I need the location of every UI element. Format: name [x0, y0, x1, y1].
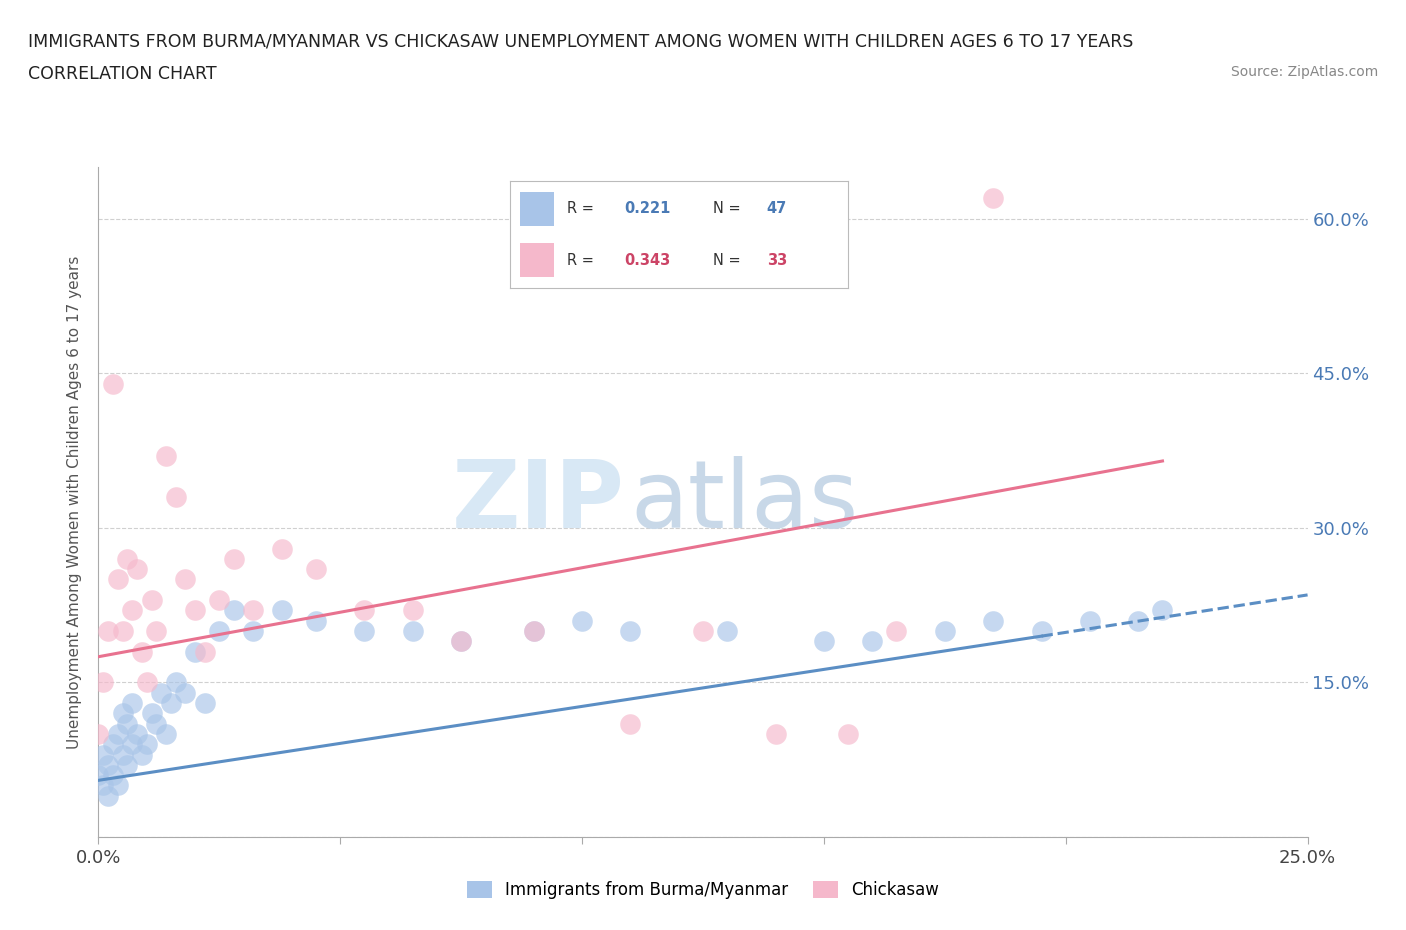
Point — [981, 613, 1004, 628]
Point — [523, 623, 546, 638]
Point — [813, 634, 835, 649]
Point — [194, 644, 217, 659]
Point — [97, 789, 120, 804]
Point — [402, 623, 425, 638]
Point — [150, 685, 173, 700]
Point — [165, 675, 187, 690]
Point — [135, 675, 157, 690]
Point — [131, 644, 153, 659]
Point — [87, 768, 110, 783]
Point — [692, 623, 714, 638]
Point — [571, 613, 593, 628]
Point — [523, 623, 546, 638]
Point — [111, 747, 134, 762]
Point — [860, 634, 883, 649]
Point — [353, 603, 375, 618]
Point — [619, 716, 641, 731]
Point — [111, 706, 134, 721]
Point — [184, 644, 207, 659]
Point — [117, 716, 139, 731]
Point — [619, 623, 641, 638]
Point — [155, 726, 177, 741]
Point — [353, 623, 375, 638]
Point — [135, 737, 157, 751]
Point — [222, 551, 245, 566]
Point — [271, 603, 294, 618]
Text: IMMIGRANTS FROM BURMA/MYANMAR VS CHICKASAW UNEMPLOYMENT AMONG WOMEN WITH CHILDRE: IMMIGRANTS FROM BURMA/MYANMAR VS CHICKAS… — [28, 33, 1133, 50]
Point — [1152, 603, 1174, 618]
Point — [117, 757, 139, 772]
Point — [91, 778, 114, 793]
Point — [87, 726, 110, 741]
Point — [97, 623, 120, 638]
Point — [141, 706, 163, 721]
Point — [121, 737, 143, 751]
Point — [97, 757, 120, 772]
Point — [91, 747, 114, 762]
Point — [145, 716, 167, 731]
Point — [174, 685, 197, 700]
Point — [886, 623, 908, 638]
Point — [450, 634, 472, 649]
Point — [141, 592, 163, 607]
Text: CORRELATION CHART: CORRELATION CHART — [28, 65, 217, 83]
Point — [127, 562, 149, 577]
Point — [91, 675, 114, 690]
Point — [208, 623, 231, 638]
Point — [716, 623, 738, 638]
Point — [101, 377, 124, 392]
Point — [121, 603, 143, 618]
Point — [1078, 613, 1101, 628]
Point — [107, 778, 129, 793]
Point — [184, 603, 207, 618]
Point — [934, 623, 956, 638]
Point — [305, 613, 328, 628]
Legend: Immigrants from Burma/Myanmar, Chickasaw: Immigrants from Burma/Myanmar, Chickasaw — [460, 874, 946, 906]
Point — [305, 562, 328, 577]
Y-axis label: Unemployment Among Women with Children Ages 6 to 17 years: Unemployment Among Women with Children A… — [67, 256, 83, 749]
Point — [121, 696, 143, 711]
Point — [271, 541, 294, 556]
Point — [981, 191, 1004, 206]
Point — [101, 737, 124, 751]
Point — [402, 603, 425, 618]
Point — [1031, 623, 1053, 638]
Point — [127, 726, 149, 741]
Point — [165, 489, 187, 504]
Point — [222, 603, 245, 618]
Point — [765, 726, 787, 741]
Point — [174, 572, 197, 587]
Text: Source: ZipAtlas.com: Source: ZipAtlas.com — [1230, 65, 1378, 79]
Point — [145, 623, 167, 638]
Point — [160, 696, 183, 711]
Point — [194, 696, 217, 711]
Point — [111, 623, 134, 638]
Point — [117, 551, 139, 566]
Point — [208, 592, 231, 607]
Text: atlas: atlas — [630, 457, 859, 548]
Point — [131, 747, 153, 762]
Point — [107, 572, 129, 587]
Point — [450, 634, 472, 649]
Text: ZIP: ZIP — [451, 457, 624, 548]
Point — [242, 603, 264, 618]
Point — [107, 726, 129, 741]
Point — [1128, 613, 1150, 628]
Point — [242, 623, 264, 638]
Point — [155, 448, 177, 463]
Point — [837, 726, 859, 741]
Point — [101, 768, 124, 783]
